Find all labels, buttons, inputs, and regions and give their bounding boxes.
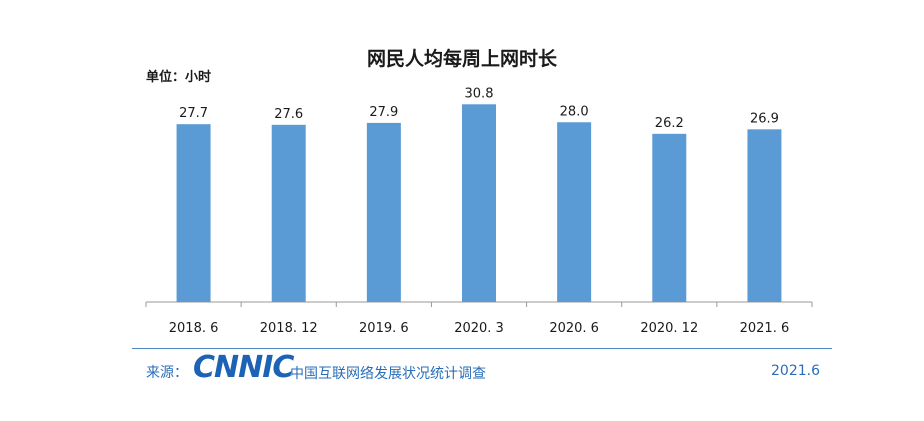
bar: [557, 122, 592, 303]
footer-divider: [132, 348, 832, 349]
data-label: 27.6: [274, 107, 303, 122]
chart-title: 网民人均每周上网时长: [366, 48, 557, 70]
bar: [176, 124, 211, 302]
x-tick-label: 2021. 6: [740, 321, 790, 336]
data-label: 26.9: [750, 111, 779, 126]
data-label: 30.8: [465, 86, 494, 101]
data-label: 27.9: [369, 105, 398, 120]
data-label: 28.0: [560, 104, 589, 119]
x-tick-label: 2020. 3: [454, 321, 504, 336]
x-tick-label: 2018. 12: [260, 321, 318, 336]
survey-name: 中国互联网络发展状况统计调查: [290, 366, 486, 382]
x-tick-label: 2019. 6: [359, 321, 409, 336]
x-tick-label: 2020. 6: [549, 321, 599, 336]
x-tick-label: 2020. 12: [640, 321, 698, 336]
x-tick-label: 2018. 6: [169, 321, 219, 336]
bar: [462, 104, 496, 302]
report-date: 2021.6: [771, 363, 820, 379]
bar: [747, 129, 782, 302]
cnnic-logo: CNNIC: [193, 350, 294, 385]
bar: [652, 133, 687, 302]
unit-label: 单位：小时: [146, 70, 212, 85]
bar: [271, 124, 306, 302]
source-label: 来源：: [146, 365, 188, 381]
data-label: 26.2: [655, 116, 684, 131]
data-label: 27.7: [179, 106, 208, 121]
bar: [366, 122, 401, 303]
